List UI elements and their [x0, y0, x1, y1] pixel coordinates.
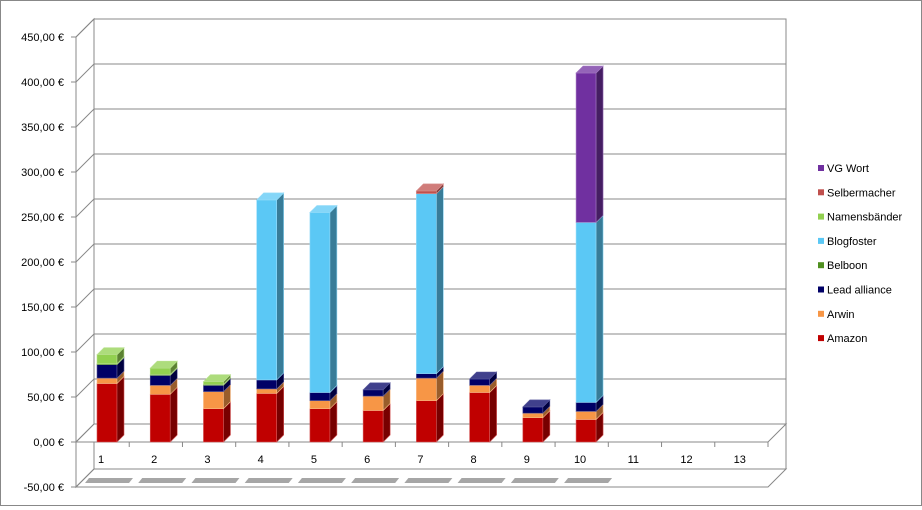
bar-shadow	[351, 478, 399, 483]
legend-item: Arwin	[818, 309, 855, 321]
x-tick-label: 3	[204, 454, 210, 466]
legend-item: VG Wort	[818, 163, 869, 175]
bar-segment	[576, 66, 603, 222]
bar-shadow	[298, 478, 346, 483]
bar-shadow	[85, 478, 133, 483]
y-tick-label: 100,00 €	[21, 347, 64, 359]
legend-label: Namensbänder	[827, 212, 903, 224]
bar-shadow	[564, 478, 612, 483]
bar-segment	[150, 387, 177, 442]
y-tick-label: 350,00 €	[21, 122, 64, 134]
bar-segment	[257, 386, 284, 442]
legend-item: Belboon	[818, 260, 867, 272]
legend-label: Arwin	[827, 309, 855, 321]
y-tick-label: 300,00 €	[21, 167, 64, 179]
legend-swatch	[818, 165, 824, 171]
x-tick-label: 2	[151, 454, 157, 466]
bar-segment	[470, 386, 497, 443]
legend-item: Blogfoster	[818, 236, 877, 248]
legend-item: Amazon	[818, 333, 867, 345]
legend-swatch	[818, 335, 824, 341]
bar-shadow	[191, 478, 239, 483]
x-tick-label: 8	[471, 454, 477, 466]
y-tick-label: 150,00 €	[21, 302, 64, 314]
bar-segment	[97, 377, 124, 443]
x-tick-label: 7	[417, 454, 423, 466]
bar-segment	[576, 215, 603, 402]
y-tick-label: 450,00 €	[21, 32, 64, 44]
x-tick-label: 9	[524, 454, 530, 466]
y-tick-label: 0,00 €	[33, 437, 64, 449]
legend-item: Selbermacher	[818, 187, 896, 199]
legend-swatch	[818, 214, 824, 220]
y-tick-label: 50,00 €	[27, 392, 64, 404]
y-tick-label: -50,00 €	[24, 482, 64, 494]
legend-label: Belboon	[827, 260, 867, 272]
bar-shadow	[404, 478, 452, 483]
x-tick-label: 10	[574, 454, 586, 466]
y-tick-label: 200,00 €	[21, 257, 64, 269]
y-tick-label: 250,00 €	[21, 212, 64, 224]
bar-shadow	[458, 478, 506, 483]
x-tick-label: 4	[258, 454, 264, 466]
bar-shadow	[511, 478, 559, 483]
x-tick-label: 12	[680, 454, 692, 466]
legend-swatch	[818, 262, 824, 268]
legend-item: Namensbänder	[818, 212, 903, 224]
x-tick-label: 11	[628, 454, 639, 466]
legend-label: Blogfoster	[827, 236, 877, 248]
bar-shadow	[245, 478, 293, 483]
x-tick-label: 5	[311, 454, 317, 466]
x-tick-label: 6	[364, 454, 370, 466]
legend-swatch	[818, 189, 824, 195]
legend-label: VG Wort	[827, 163, 869, 175]
legend: VG Wort Selbermacher Namensbänder Blogfoste…	[818, 163, 903, 345]
y-axis: -50,00 € 0,00 € 50,00 € 100,00 € 150,00 € 200…	[21, 32, 76, 494]
y-tick-label: 400,00 €	[21, 77, 64, 89]
bar-segment	[257, 193, 284, 380]
legend-label: Selbermacher	[827, 187, 896, 199]
legend-swatch	[818, 238, 824, 244]
legend-item: Lead alliance	[818, 285, 892, 297]
x-tick-label: 1	[98, 454, 104, 466]
legend-swatch	[818, 287, 824, 293]
legend-label: Lead alliance	[827, 285, 892, 297]
bar-segment	[416, 187, 443, 374]
bar-shadow	[138, 478, 186, 483]
legend-label: Amazon	[827, 333, 867, 345]
x-tick-label: 13	[734, 454, 746, 466]
legend-swatch	[818, 311, 824, 317]
bar-segment	[310, 206, 337, 393]
